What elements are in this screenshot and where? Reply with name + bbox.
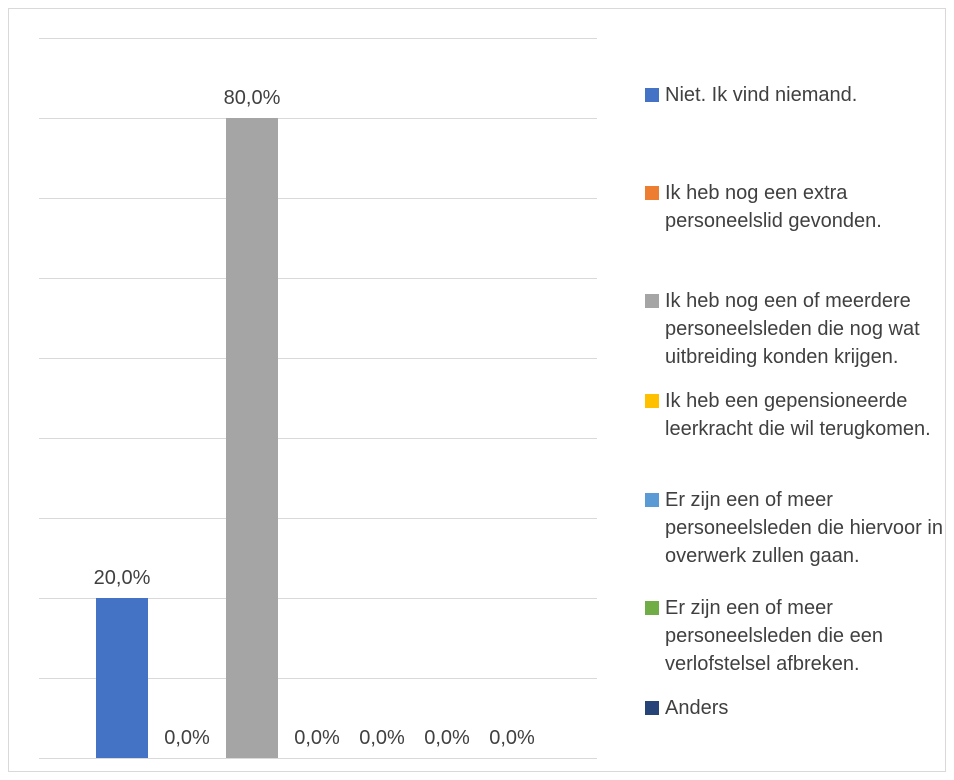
data-label-7: 0,0% [489,727,535,749]
legend-label: Er zijn een of meer personeelsleden die … [665,489,943,567]
legend-item-4: Ik heb een gepensioneerde leerkracht die… [645,387,945,443]
data-label-2: 0,0% [164,727,210,749]
legend-item-1: Niet. Ik vind niemand. [645,81,945,109]
bar-1 [96,598,148,758]
chart-frame: 20,0% 0,0% 80,0% 0,0% 0,0% 0,0% 0,0% Niet. Ik … [8,8,946,772]
legend-swatch [645,294,659,308]
data-label-3: 80,0% [224,87,281,109]
legend-item-2: Ik heb nog een extra personeelslid gevon… [645,179,945,235]
data-labels: 20,0% 0,0% 80,0% 0,0% 0,0% 0,0% 0,0% [94,87,535,749]
legend-swatch [645,186,659,200]
bar-chart-plot: 20,0% 0,0% 80,0% 0,0% 0,0% 0,0% 0,0% [39,38,597,759]
legend-label: Anders [665,697,729,719]
legend-label: Niet. Ik vind niemand. [665,84,858,106]
legend-swatch [645,601,659,615]
legend-swatch [645,493,659,507]
legend-swatch [645,394,659,408]
legend-swatch [645,88,659,102]
legend-label: Ik heb een gepensioneerde leerkracht die… [665,390,931,440]
legend-swatch [645,701,659,715]
data-label-4: 0,0% [294,727,340,749]
bar-3 [226,118,278,758]
legend-item-6: Er zijn een of meer personeelsleden die … [645,594,945,678]
data-label-1: 20,0% [94,567,151,589]
legend-label: Ik heb nog een extra personeelslid gevon… [665,182,882,232]
legend-item-5: Er zijn een of meer personeelsleden die … [645,486,945,570]
legend-label: Er zijn een of meer personeelsleden die … [665,597,883,675]
data-label-5: 0,0% [359,727,405,749]
legend-item-3: Ik heb nog een of meerdere personeelsled… [645,287,945,371]
data-label-6: 0,0% [424,727,470,749]
legend-label: Ik heb nog een of meerdere personeelsled… [665,290,920,368]
legend-item-7: Anders [645,694,945,722]
bars [96,118,278,758]
